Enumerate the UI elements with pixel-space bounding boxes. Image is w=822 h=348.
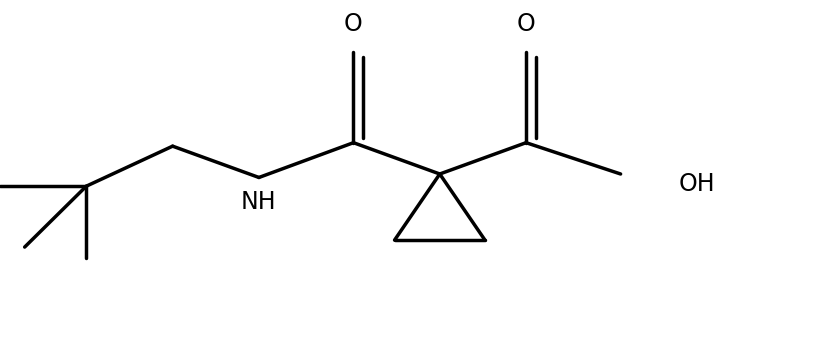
Text: NH: NH (241, 190, 277, 214)
Text: OH: OH (678, 173, 715, 196)
Text: O: O (517, 13, 535, 36)
Text: O: O (344, 13, 363, 36)
